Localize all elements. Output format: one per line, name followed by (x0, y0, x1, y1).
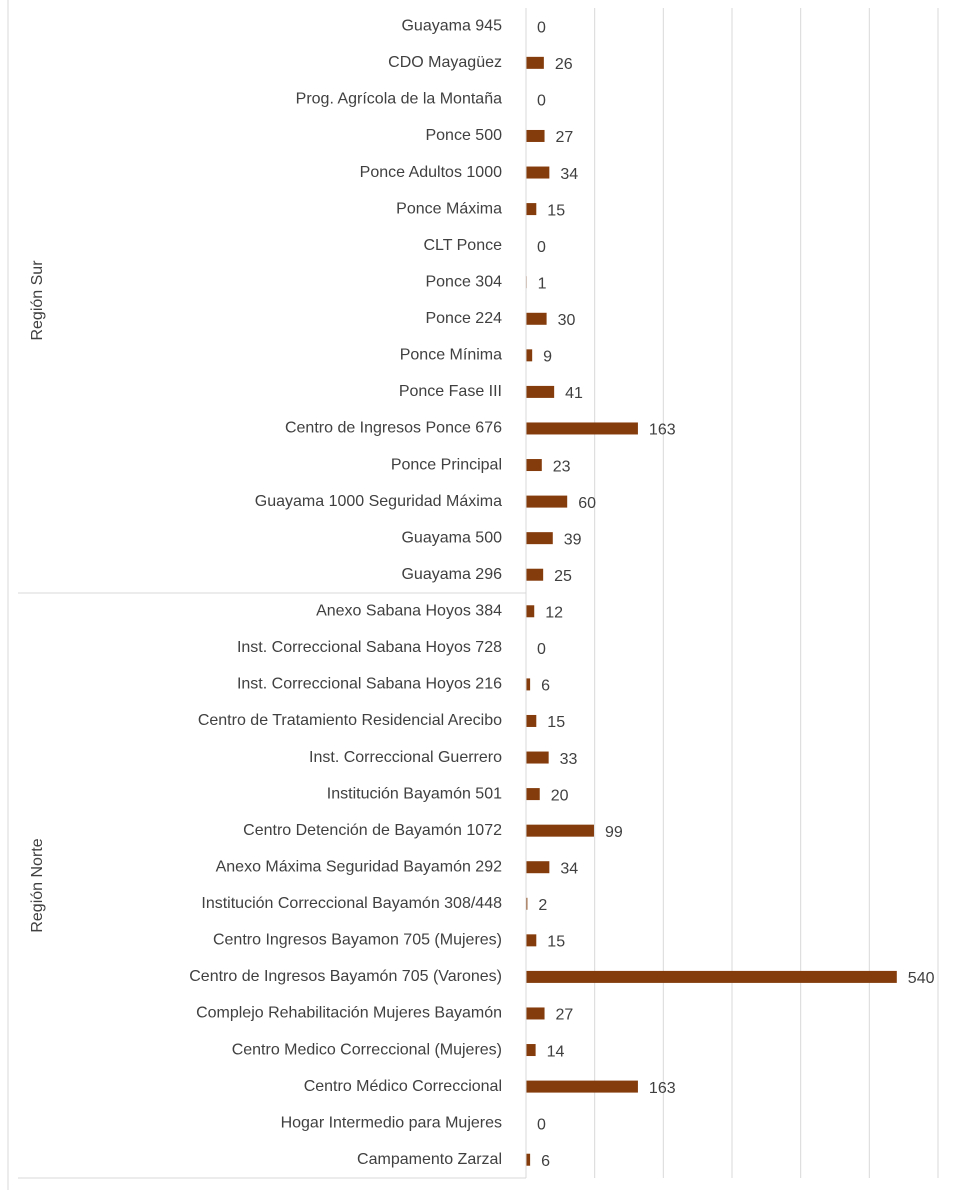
bar (526, 861, 550, 874)
bar (526, 1153, 531, 1166)
category-label: Institución Bayamón 501 (327, 785, 502, 802)
category-label: Guayama 945 (401, 18, 502, 35)
value-label: 0 (537, 93, 546, 110)
bar (526, 714, 537, 727)
category-label: Ponce 304 (425, 273, 502, 290)
value-label: 26 (555, 56, 573, 73)
value-label: 27 (556, 129, 574, 146)
bar (526, 1080, 638, 1093)
category-label: Centro Detención de Bayamón 1072 (243, 822, 502, 839)
value-label: 0 (537, 641, 546, 658)
category-label: Centro Medico Correccional (Mujeres) (232, 1041, 502, 1058)
value-label: 60 (578, 495, 596, 512)
category-label: Ponce 500 (425, 127, 502, 144)
category-label: Ponce 224 (425, 310, 502, 327)
value-label: 1 (538, 275, 547, 292)
value-label: 0 (537, 1116, 546, 1133)
bar (526, 385, 555, 398)
value-label: 25 (554, 568, 572, 585)
category-label: Complejo Rehabilitación Mujeres Bayamón (196, 1005, 502, 1022)
value-label: 27 (556, 1007, 574, 1024)
value-label: 12 (545, 605, 563, 622)
bar (526, 897, 528, 910)
category-label: Inst. Correccional Sabana Hoyos 728 (237, 639, 502, 656)
category-label: Guayama 500 (401, 529, 502, 546)
category-label: Anexo Sabana Hoyos 384 (316, 603, 502, 620)
value-label: 163 (649, 422, 676, 439)
value-label: 41 (565, 385, 583, 402)
value-label: 6 (541, 1153, 550, 1170)
category-label: Centro Ingresos Bayamon 705 (Mujeres) (213, 932, 502, 949)
category-label: Centro de Ingresos Bayamón 705 (Varones) (189, 968, 502, 985)
value-label: 39 (564, 531, 582, 548)
bar (526, 970, 897, 983)
category-label: Centro de Tratamiento Residencial Arecib… (198, 712, 502, 729)
category-label: Campamento Zarzal (357, 1151, 502, 1168)
category-label: Ponce Fase III (399, 383, 502, 400)
bar (526, 1007, 545, 1020)
bar (526, 459, 542, 472)
value-label: 163 (649, 1080, 676, 1097)
category-label: CLT Ponce (423, 237, 502, 254)
value-label: 15 (547, 714, 565, 731)
category-label: Guayama 1000 Seguridad Máxima (255, 493, 502, 510)
bar (526, 312, 547, 325)
category-label: Guayama 296 (401, 566, 502, 583)
bar (526, 203, 537, 216)
category-label: Inst. Correccional Sabana Hoyos 216 (237, 676, 502, 693)
bar (526, 1044, 536, 1057)
bar (526, 678, 531, 691)
category-label: Hogar Intermedio para Mujeres (281, 1114, 502, 1131)
group-label: Región Sur (29, 260, 46, 341)
value-label: 33 (560, 751, 578, 768)
bar (526, 788, 540, 801)
bar (526, 824, 594, 837)
bar (526, 568, 544, 581)
category-label: Institución Correccional Bayamón 308/448 (201, 895, 502, 912)
category-label: Prog. Agrícola de la Montaña (296, 91, 502, 108)
value-label: 15 (547, 202, 565, 219)
category-label: Ponce Principal (391, 456, 502, 473)
value-label: 9 (543, 349, 552, 366)
value-label: 34 (560, 860, 578, 877)
category-label: Anexo Máxima Seguridad Bayamón 292 (216, 858, 502, 875)
bar (526, 751, 549, 764)
bar (526, 422, 638, 435)
bar (526, 56, 544, 69)
bar (526, 532, 553, 545)
bar (526, 605, 535, 618)
category-label: CDO Mayagüez (388, 54, 502, 71)
category-label: Ponce Máxima (396, 200, 502, 217)
group-label: Región Norte (29, 838, 46, 932)
value-label: 34 (560, 166, 578, 183)
value-label: 540 (908, 970, 935, 987)
category-label: Ponce Adultos 1000 (360, 164, 502, 181)
category-label: Inst. Correccional Guerrero (309, 749, 502, 766)
bar (526, 349, 533, 362)
value-label: 99 (605, 824, 623, 841)
category-label: Centro de Ingresos Ponce 676 (285, 420, 502, 437)
value-label: 0 (537, 239, 546, 256)
bar (526, 495, 568, 508)
value-label: 14 (547, 1043, 565, 1060)
bar (526, 934, 537, 947)
value-label: 6 (541, 678, 550, 695)
value-label: 15 (547, 934, 565, 951)
value-label: 23 (553, 458, 571, 475)
value-label: 20 (551, 787, 569, 804)
value-label: 0 (537, 20, 546, 37)
category-label: Centro Médico Correccional (304, 1078, 502, 1095)
bar (526, 129, 545, 142)
value-label: 30 (558, 312, 576, 329)
category-label: Ponce Mínima (400, 347, 502, 364)
value-label: 2 (538, 897, 547, 914)
bar (526, 166, 550, 179)
